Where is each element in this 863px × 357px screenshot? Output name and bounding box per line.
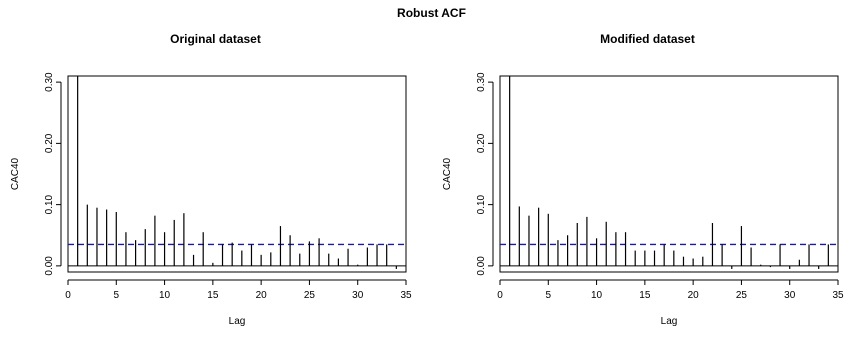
- acf-plot-modified: 0 5 10 15 20 25 30 35 0.00 0.10 0.20 0.30 Lag CAC40: [442, 72, 844, 327]
- x-tick-label: 30: [784, 290, 796, 301]
- y-tick-label: 0.00: [476, 256, 487, 276]
- x-tick-label: 10: [159, 290, 171, 301]
- panel-title: Original dataset: [170, 32, 261, 46]
- y-tick-label: 0.30: [44, 72, 55, 92]
- x-tick-label: 0: [497, 290, 503, 301]
- plot-frame: [67, 75, 407, 273]
- acf-panel-original: Original dataset 0 5 10 15 20 25 30 35 0.00 0.10 0…: [0, 0, 431, 357]
- y-tick-label: 0.20: [476, 133, 487, 153]
- x-tick-label: 20: [256, 290, 268, 301]
- x-tick-label: 35: [400, 290, 412, 301]
- y-tick-label: 0.10: [476, 194, 487, 214]
- y-axis-label: CAC40: [10, 157, 21, 190]
- x-tick-label: 25: [736, 290, 748, 301]
- chart-main-title: Robust ACF: [397, 6, 466, 20]
- x-tick-label: 5: [114, 290, 120, 301]
- y-axis-label: CAC40: [442, 157, 453, 190]
- x-tick-label: 25: [304, 290, 316, 301]
- x-tick-label: 0: [65, 290, 71, 301]
- x-tick-label: 35: [832, 290, 844, 301]
- y-tick-label: 0.10: [44, 194, 55, 214]
- y-tick-label: 0.20: [44, 133, 55, 153]
- acf-bars: [509, 76, 829, 269]
- x-tick-label: 15: [207, 290, 219, 301]
- x-tick-label: 20: [688, 290, 700, 301]
- x-tick-label: 5: [546, 290, 552, 301]
- y-tick-label: 0.30: [476, 72, 487, 92]
- acf-panel-modified: Modified dataset 0 5 10 15 20 25 30 35 0.00 0.10 0…: [432, 0, 863, 357]
- acf-bars: [77, 76, 397, 269]
- plot-frame: [499, 75, 839, 273]
- y-tick-label: 0.00: [44, 256, 55, 276]
- x-tick-label: 30: [352, 290, 364, 301]
- acf-plot-original: 0 5 10 15 20 25 30 35 0.00 0.10 0.20 0.30 Lag CAC40: [10, 72, 412, 327]
- x-axis-label: Lag: [661, 316, 678, 327]
- x-tick-label: 15: [639, 290, 651, 301]
- panel-title: Modified dataset: [600, 32, 695, 46]
- x-axis-label: Lag: [229, 316, 246, 327]
- x-tick-label: 10: [591, 290, 603, 301]
